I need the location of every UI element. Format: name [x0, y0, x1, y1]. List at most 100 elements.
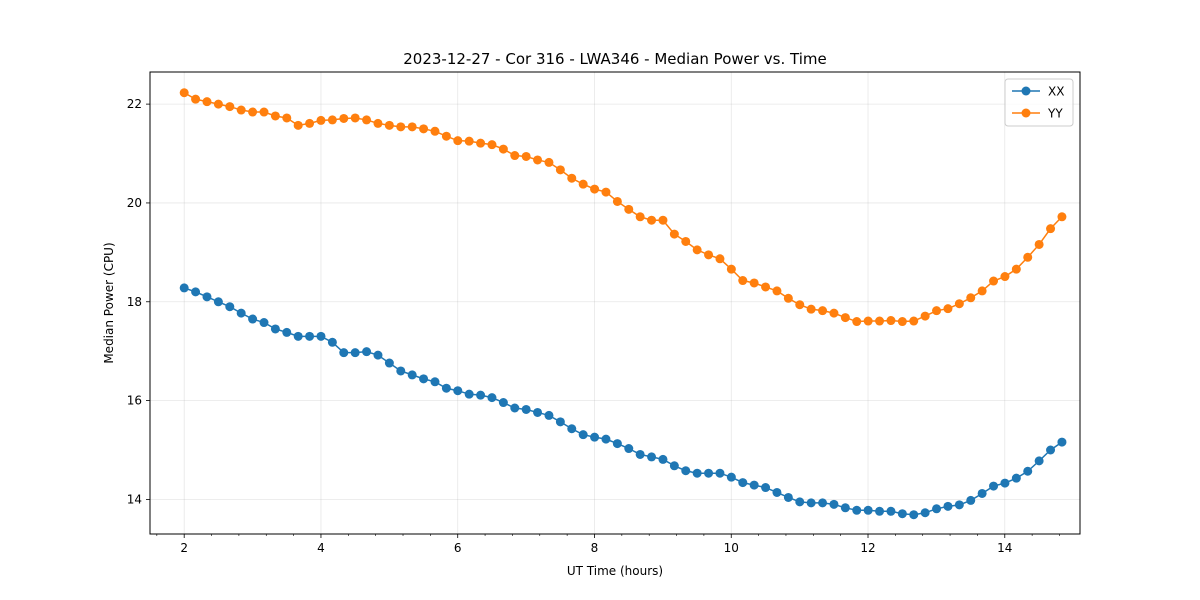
data-point-yy: [248, 107, 258, 117]
data-point-yy: [544, 157, 554, 167]
data-point-xx: [795, 497, 805, 507]
data-point-xx: [840, 503, 850, 513]
data-point-xx: [362, 347, 372, 357]
legend-yy-label: YY: [1047, 107, 1063, 121]
data-point-yy: [441, 131, 451, 141]
data-point-yy: [259, 107, 269, 117]
data-point-yy: [932, 306, 942, 316]
data-point-xx: [248, 314, 258, 324]
data-point-yy: [270, 111, 280, 121]
data-point-yy: [396, 122, 406, 132]
data-point-yy: [213, 99, 223, 109]
data-point-xx: [476, 390, 486, 400]
data-point-yy: [373, 118, 383, 128]
data-point-yy: [818, 306, 828, 316]
x-tick-label: 10: [724, 541, 739, 555]
data-point-yy: [533, 155, 543, 165]
data-point-yy: [897, 317, 907, 327]
data-point-yy: [738, 276, 748, 286]
data-point-yy: [601, 187, 611, 197]
data-point-xx: [191, 287, 201, 297]
data-point-xx: [886, 506, 896, 516]
data-point-xx: [236, 308, 246, 318]
data-point-yy: [590, 184, 600, 194]
data-point-yy: [350, 113, 360, 123]
data-point-xx: [669, 461, 679, 471]
data-point-yy: [761, 282, 771, 292]
data-point-yy: [498, 144, 508, 154]
data-point-xx: [738, 478, 748, 488]
data-point-yy: [795, 300, 805, 310]
data-point-xx: [339, 348, 349, 358]
legend: XX YY: [1004, 78, 1074, 127]
data-point-xx: [533, 407, 543, 417]
data-point-yy: [658, 215, 668, 225]
x-tick-label: 4: [317, 541, 325, 555]
data-point-xx: [692, 468, 702, 478]
data-point-yy: [1023, 252, 1033, 262]
data-point-xx: [521, 404, 531, 414]
data-point-xx: [806, 498, 816, 508]
grid: [150, 72, 1080, 534]
data-point-xx: [966, 495, 976, 505]
data-point-yy: [464, 136, 474, 146]
data-point-yy: [510, 151, 520, 161]
data-point-yy: [430, 126, 440, 136]
data-point-yy: [840, 313, 850, 323]
data-point-xx: [715, 468, 725, 478]
data-point-xx: [624, 444, 634, 454]
data-point-xx: [316, 331, 326, 341]
legend-xx-label: XX: [1048, 85, 1064, 99]
data-point-yy: [772, 286, 782, 296]
data-point-xx: [772, 487, 782, 497]
data-point-xx: [943, 501, 953, 511]
data-point-xx: [1000, 478, 1010, 488]
data-point-xx: [635, 449, 645, 459]
data-point-yy: [476, 138, 486, 148]
data-point-yy: [829, 308, 839, 318]
data-point-yy: [920, 311, 930, 321]
data-point-xx: [282, 327, 292, 337]
data-point-xx: [612, 439, 622, 449]
data-point-xx: [213, 297, 223, 307]
data-point-yy: [749, 278, 759, 288]
data-point-yy: [886, 316, 896, 326]
data-point-yy: [783, 293, 793, 303]
data-point-xx: [932, 504, 942, 514]
data-point-yy: [282, 113, 292, 123]
data-point-xx: [829, 499, 839, 509]
data-point-xx: [327, 337, 337, 347]
data-point-xx: [761, 483, 771, 493]
data-point-yy: [612, 196, 622, 206]
data-point-yy: [989, 276, 999, 286]
x-tick-label: 8: [591, 541, 599, 555]
data-point-yy: [863, 316, 873, 326]
data-point-xx: [1011, 473, 1021, 483]
x-tick-label: 2: [180, 541, 188, 555]
y-axis-label: Median Power (CPU): [102, 242, 116, 363]
data-point-yy: [225, 102, 235, 112]
data-point-xx: [373, 350, 383, 360]
data-point-xx: [658, 454, 668, 464]
data-point-yy: [852, 317, 862, 327]
axis-ticks: 2 4 6 8 10 12 14 14 16 18 20 22: [127, 97, 1060, 555]
data-point-xx: [783, 492, 793, 502]
data-point-xx: [441, 383, 451, 393]
data-point-yy: [1000, 272, 1010, 282]
data-point-yy: [384, 120, 394, 130]
data-point-yy: [943, 304, 953, 314]
data-point-yy: [578, 179, 588, 189]
data-point-xx: [601, 434, 611, 444]
data-point-yy: [191, 94, 201, 104]
data-point-xx: [726, 472, 736, 482]
data-point-xx: [464, 389, 474, 399]
series-xx: [179, 283, 1067, 520]
plot-frame: [149, 71, 1081, 535]
data-point-yy: [407, 122, 417, 132]
data-point-xx: [1057, 437, 1067, 447]
data-point-xx: [749, 480, 759, 490]
y-tick-label: 14: [127, 492, 142, 506]
data-point-xx: [920, 508, 930, 518]
data-point-yy: [726, 264, 736, 274]
